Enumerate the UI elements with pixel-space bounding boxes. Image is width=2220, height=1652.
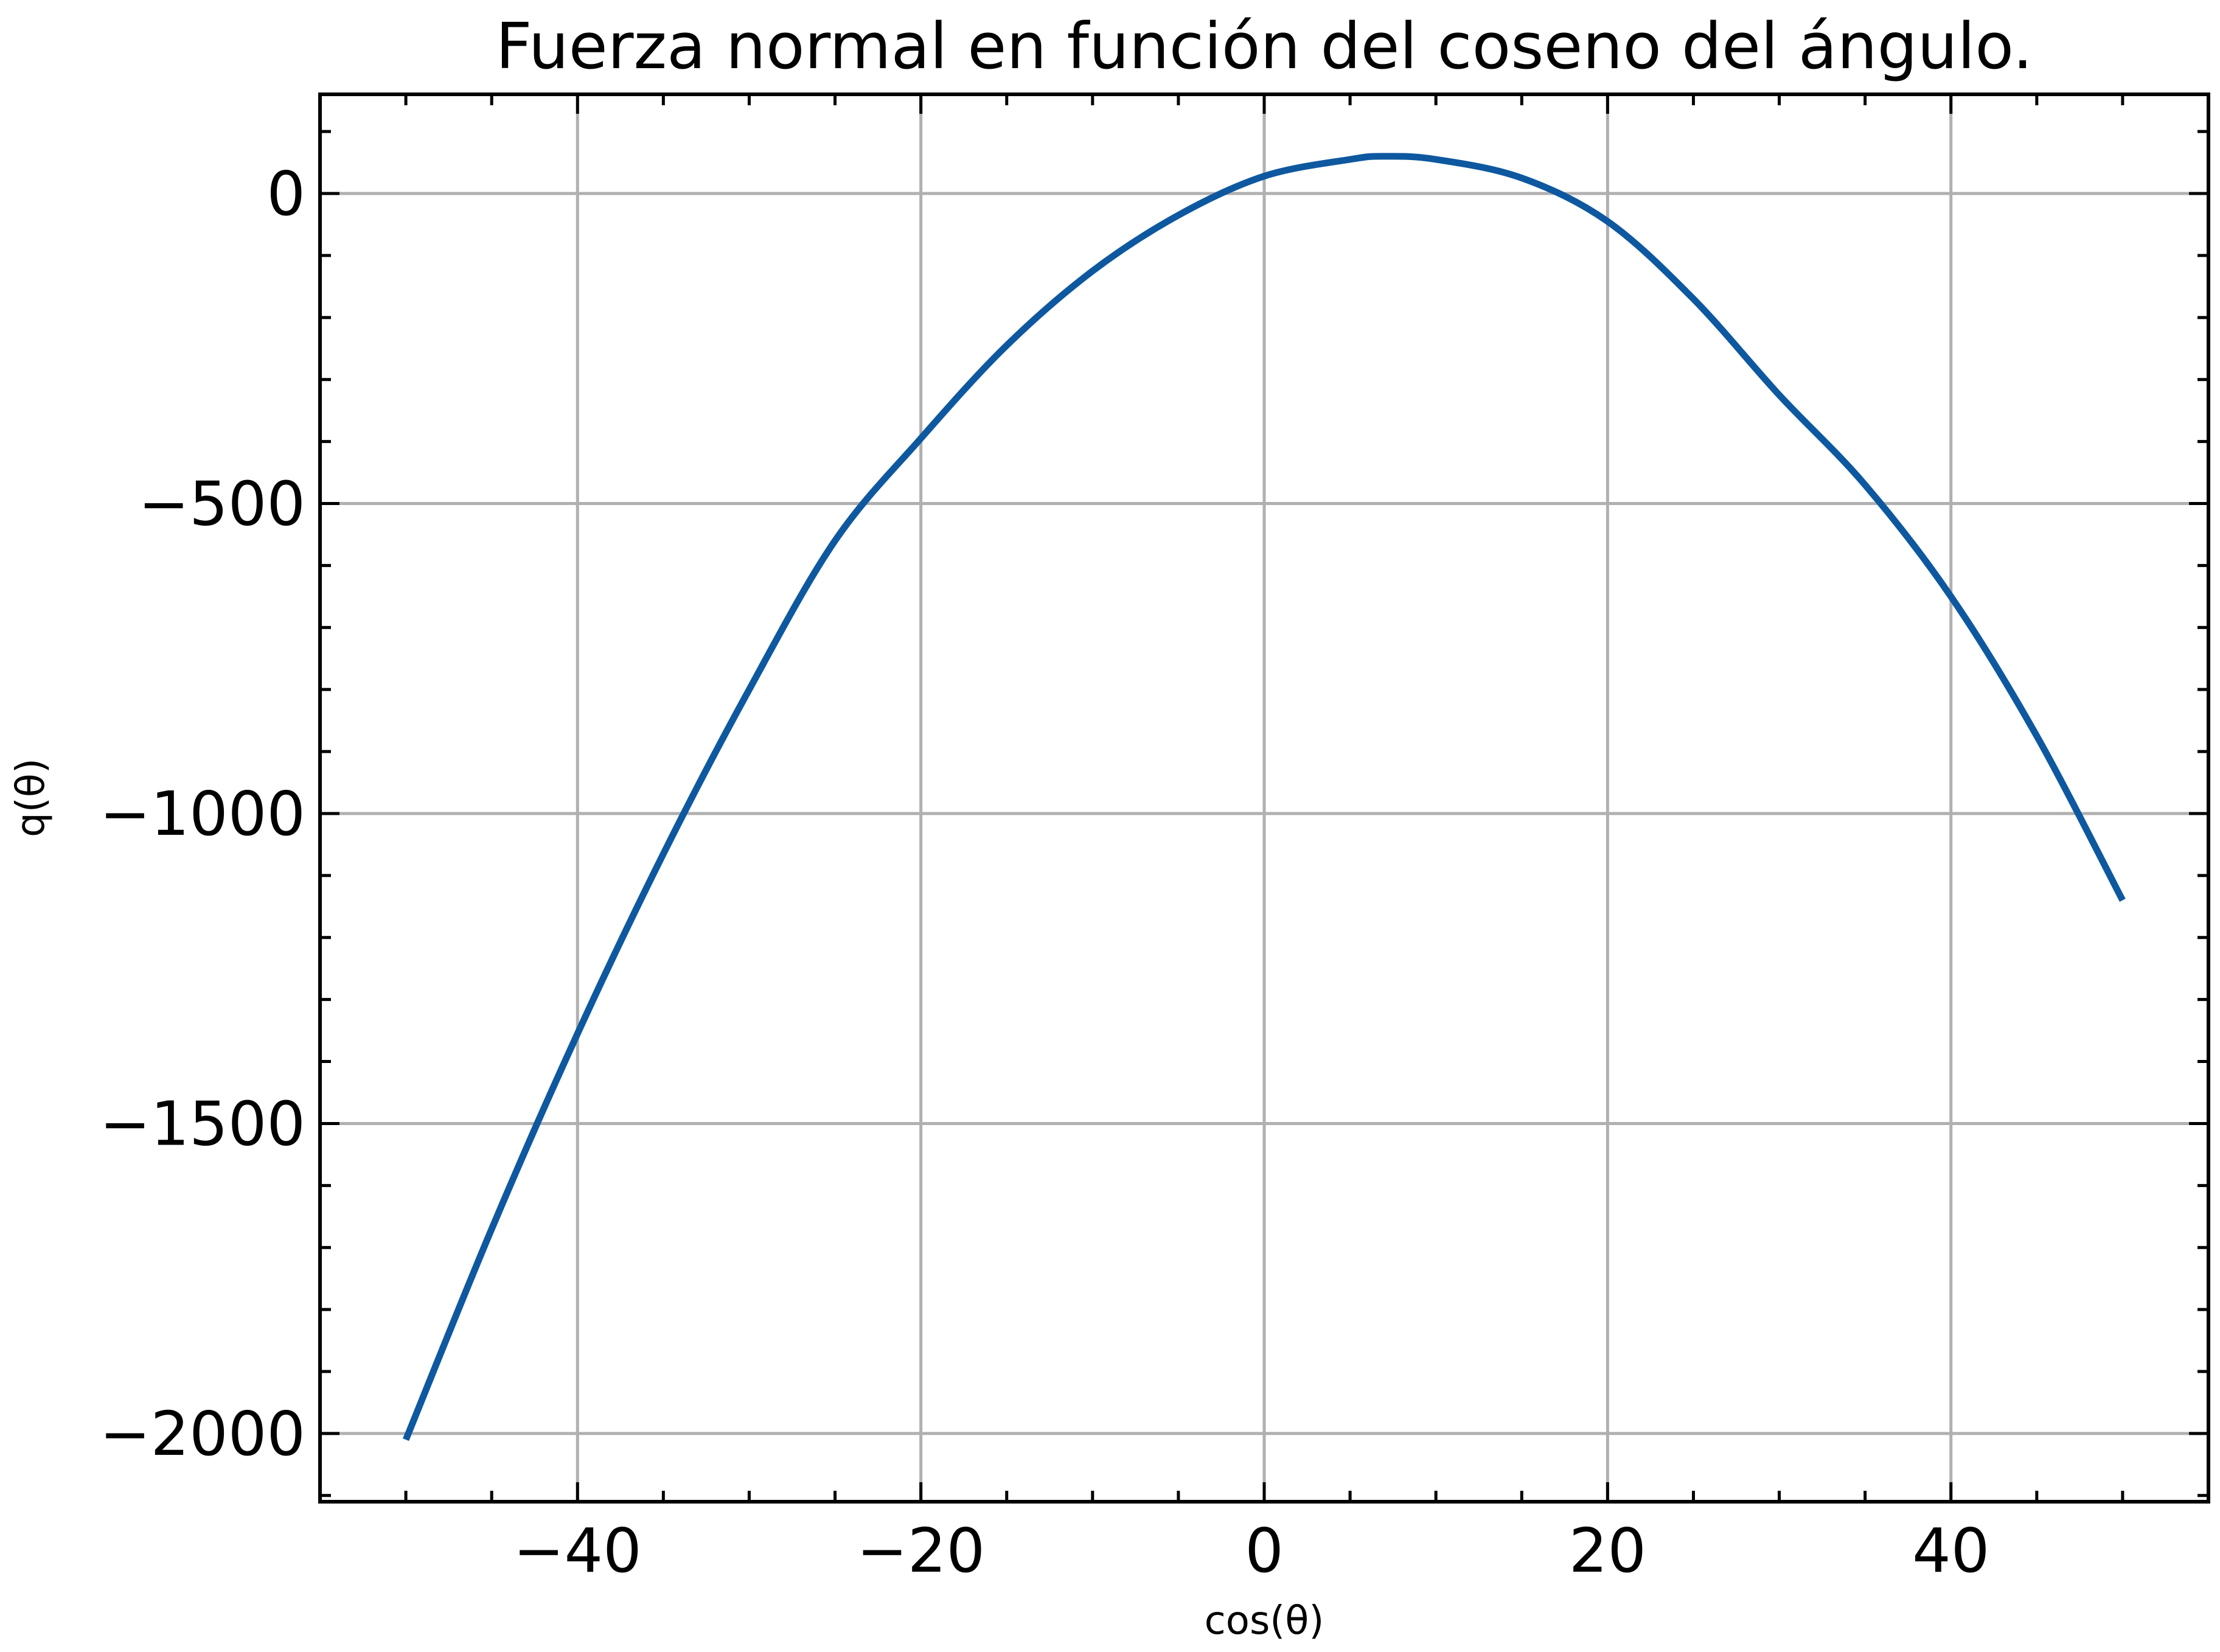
y-axis-label: q(θ) bbox=[9, 758, 54, 837]
series-line bbox=[403, 153, 2126, 1441]
grid bbox=[320, 94, 2208, 1502]
y-tick-label: −500 bbox=[138, 469, 305, 540]
x-axis-label: cos(θ) bbox=[1205, 1598, 1324, 1643]
x-tick-label: −20 bbox=[857, 1515, 985, 1586]
plot-frame bbox=[318, 92, 2210, 1504]
y-tick-label: −1500 bbox=[100, 1088, 305, 1159]
chart-title: Fuerza normal en función del coseno del … bbox=[496, 9, 2033, 83]
y-tick-label: −1000 bbox=[100, 778, 305, 849]
y-tick-label: −2000 bbox=[100, 1398, 305, 1469]
x-tick-label: −40 bbox=[513, 1515, 642, 1586]
x-tick-label: 0 bbox=[1245, 1515, 1284, 1586]
x-tick-label: 20 bbox=[1569, 1515, 1646, 1586]
x-tick-label: 40 bbox=[1912, 1515, 1989, 1586]
y-tick-label: 0 bbox=[266, 158, 305, 229]
tick-labels: −40 −20 0 20 40 0 −500 −1000 −1500 −2000 bbox=[100, 158, 1990, 1586]
